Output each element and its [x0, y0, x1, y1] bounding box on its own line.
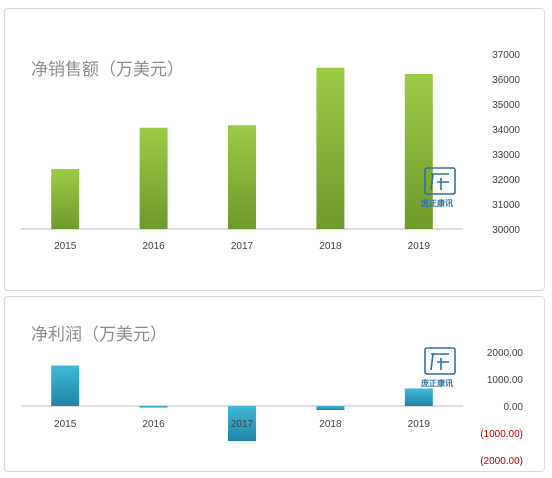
- y-tick-label: 31000: [492, 200, 520, 211]
- watermark-logo: 庞正康讯: [421, 347, 456, 388]
- y-tick-label: 37000: [492, 50, 520, 61]
- bar-2017: [228, 406, 256, 442]
- net-profit-chart-panel: 净利润（万美元） 2015 2016 2017 2018 2019 2000.00 1000…: [4, 296, 545, 472]
- y-tick-label: 36000: [492, 75, 520, 86]
- y-tick-label: (1000.00): [480, 429, 523, 440]
- net-sales-chart-panel: 净销售额（万美元） 2015 2016 2017 2018 2019 37000 36000…: [4, 8, 545, 291]
- bar-2015: [51, 365, 80, 406]
- x-tick-label-2019: 2019: [408, 241, 431, 252]
- y-tick-label: 2000.00: [487, 348, 524, 359]
- chart-title: 净销售额（万美元）: [31, 60, 184, 79]
- watermark-text: 庞正康讯: [421, 378, 453, 388]
- bar-2019: [404, 388, 433, 406]
- y-tick-label: 32000: [492, 175, 520, 186]
- x-tick-label-2018: 2018: [319, 419, 342, 430]
- net-sales-chart: 净销售额（万美元） 2015 2016 2017 2018 2019 37000 36000…: [21, 50, 520, 252]
- bar-2016: [139, 406, 168, 408]
- net-profit-chart: 净利润（万美元） 2015 2016 2017 2018 2019 2000.00 1000…: [21, 325, 524, 467]
- y-tick-label: 0.00: [504, 402, 524, 413]
- bar-2018: [316, 406, 345, 411]
- y-tick-label: 33000: [492, 150, 520, 161]
- x-tick-label-2016: 2016: [142, 241, 165, 252]
- x-tick-label-2019: 2019: [408, 419, 431, 430]
- y-tick-label: 34000: [492, 125, 520, 136]
- watermark-logo: 庞正康讯: [421, 167, 456, 208]
- chart-title: 净利润（万美元）: [31, 325, 167, 344]
- bar-2018: [316, 67, 345, 229]
- x-tick-label-2017: 2017: [231, 241, 254, 252]
- watermark-text: 庞正康讯: [421, 198, 453, 208]
- bar-2019: [404, 74, 433, 229]
- x-tick-label-2015: 2015: [54, 241, 77, 252]
- bar-2015: [51, 169, 80, 229]
- y-tick-label: 30000: [492, 225, 520, 236]
- x-tick-label-2016: 2016: [142, 419, 165, 430]
- x-tick-label-2018: 2018: [319, 241, 342, 252]
- x-tick-label-2017: 2017: [231, 419, 254, 430]
- y-tick-label: (2000.00): [480, 456, 523, 467]
- bar-2017: [228, 125, 256, 229]
- y-tick-label: 35000: [492, 100, 520, 111]
- x-tick-label-2015: 2015: [54, 419, 77, 430]
- y-tick-label: 1000.00: [487, 375, 524, 386]
- bar-2016: [139, 127, 168, 229]
